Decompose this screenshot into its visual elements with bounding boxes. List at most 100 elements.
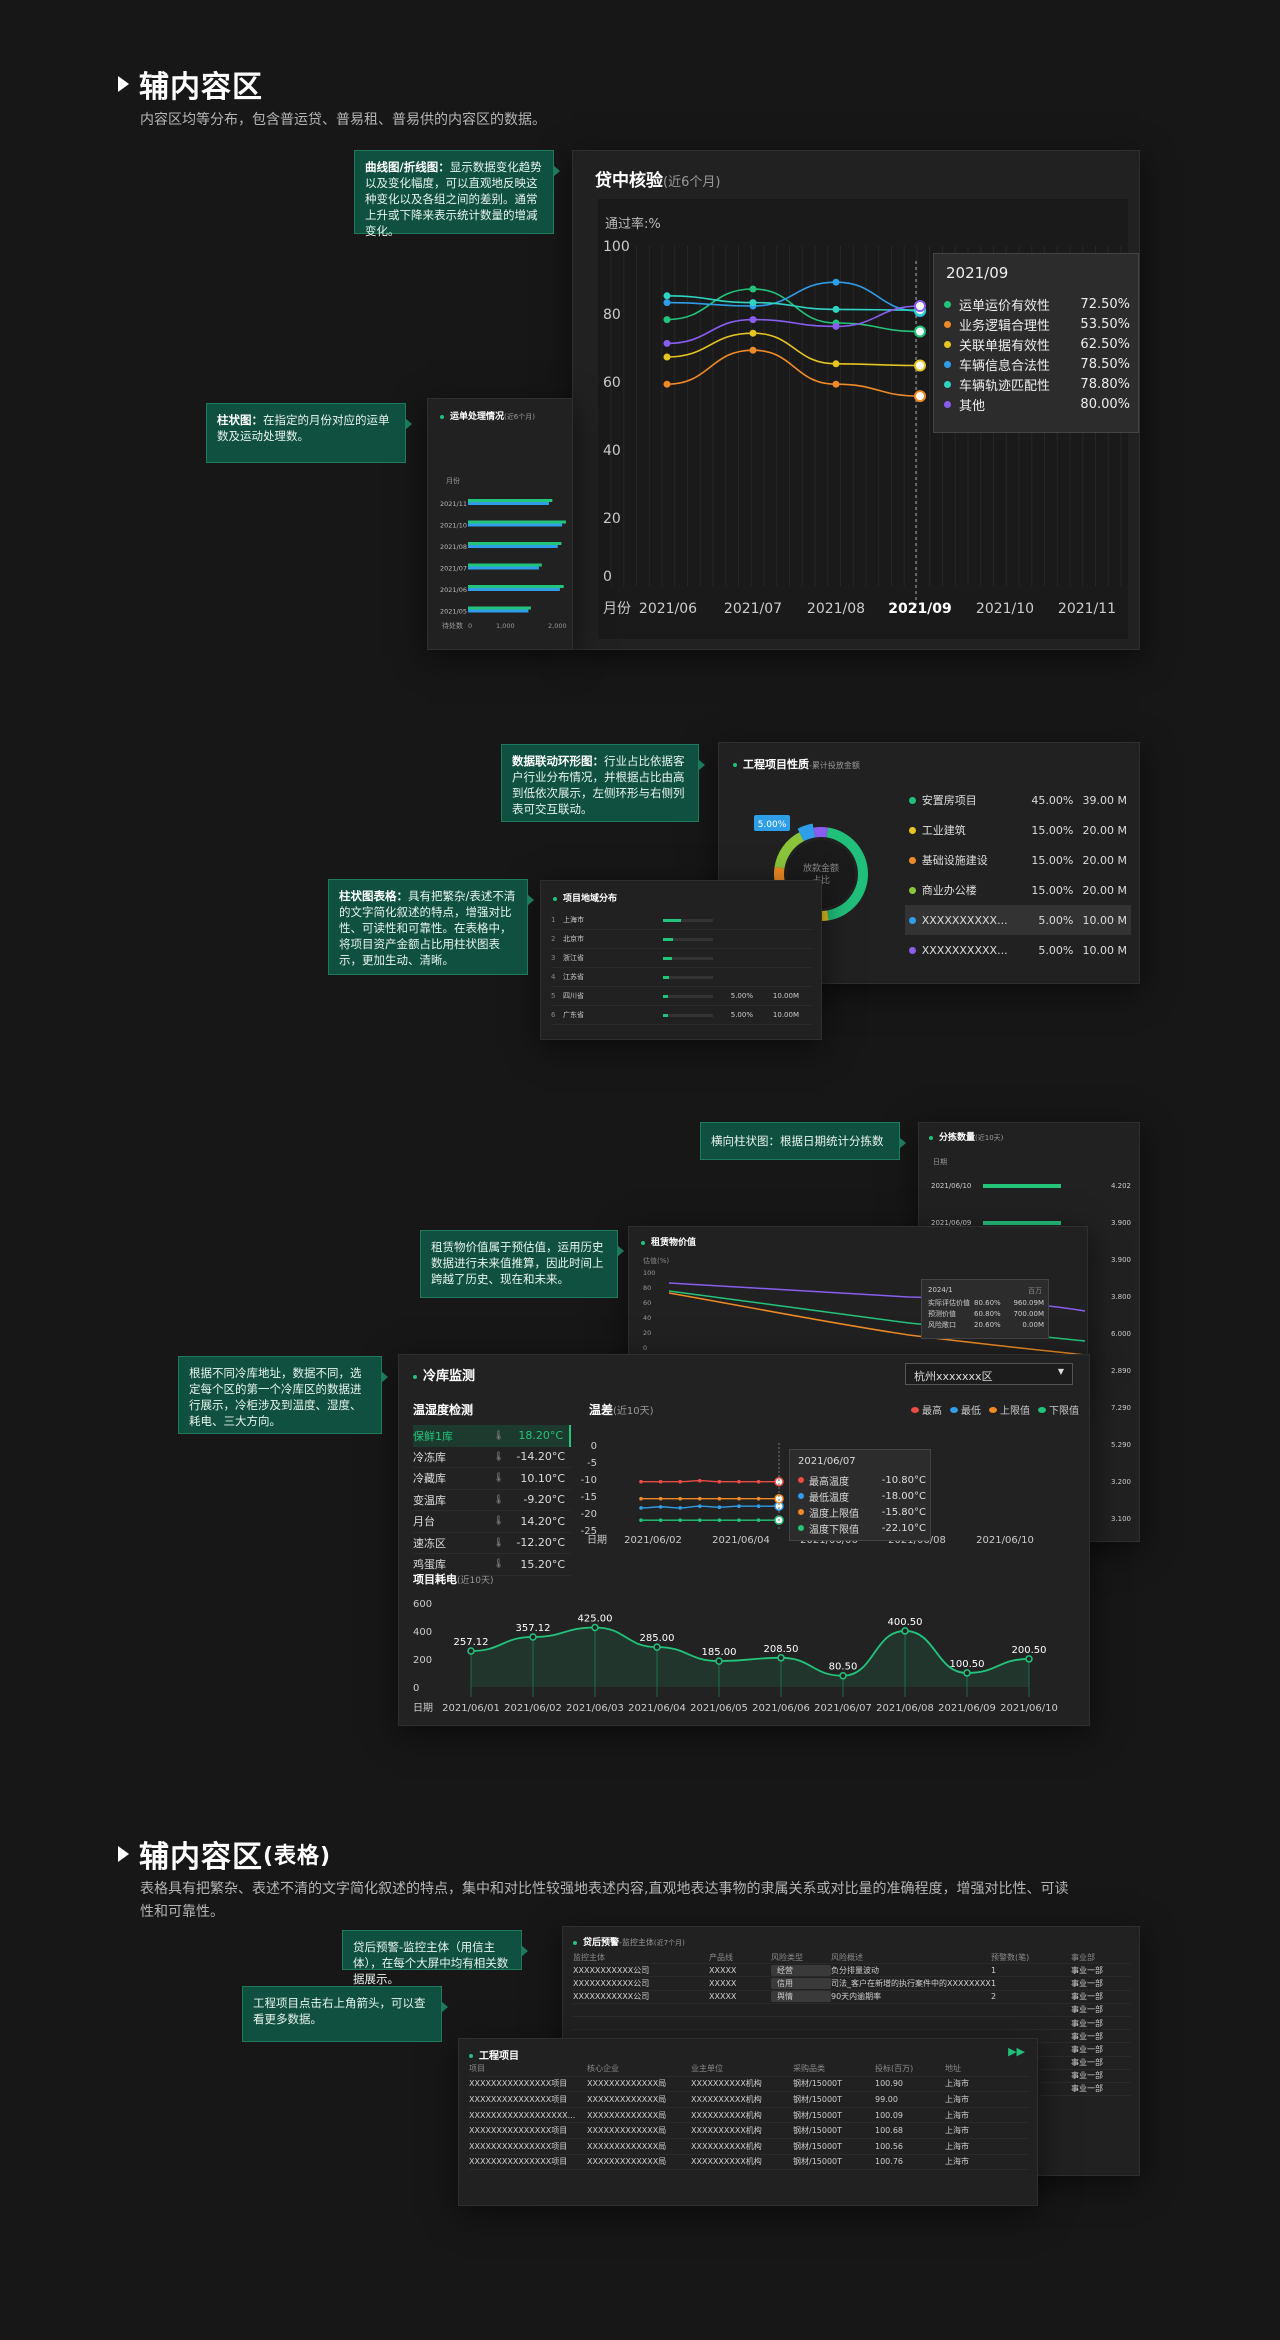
x-tick-label: 2021/06/08 [876,1703,934,1714]
card-title: 分拣数量(近10天) [929,1130,1003,1143]
legend-item: 上限值 [989,1402,1030,1417]
tooltip-name: 运单运价有效性 [959,298,1051,314]
donut-legend-row[interactable]: 基础设施建设 15.00% 20.00 M [905,845,1131,875]
room-row[interactable]: 冷冻库 🌡 -14.20°C [413,1447,571,1468]
series-line [640,1505,779,1509]
title-dot-icon [469,2054,473,2058]
legend-percent: 15.00% [1031,823,1074,837]
triangle-icon [118,1846,129,1862]
data-point [749,329,757,337]
svg-text:待处数: 待处数 [442,621,463,630]
table-cell: XXXXXXXXXXXXXXX项目 [469,2141,568,2151]
region-amount: 10.00M [772,1011,799,1019]
x-tick-label: 2021/06/09 [938,1703,996,1714]
legend-percent: 5.00% [1038,913,1074,927]
y-axis-unit: 通过率:% [605,216,661,232]
room-name: 冷冻库 [413,1450,446,1464]
table-cell: XXXXXXXXXX机构 [691,2126,762,2136]
table-row: XXXXXXXXXXXXXXX项目 XXXXXXXXXXXXX局 XXXXXXXXX… [469,2155,1029,2171]
column-header: 风险概述 [831,1952,863,1962]
room-row[interactable]: 变温库 🌡 -9.20°C [413,1490,571,1511]
room-row[interactable]: 月台 🌡 14.20°C [413,1511,571,1533]
data-label: 257.12 [454,1637,489,1648]
y-tick-label: 60 [643,1299,651,1307]
sort-row: 3.800 [931,1278,1131,1315]
y-tick-label: 600 [413,1599,432,1610]
card-title: 租赁物价值 [641,1235,696,1248]
legend-item: 下限值 [1038,1402,1079,1417]
data-point [678,1479,682,1484]
card-title: 贷中核验(近6个月) [595,171,721,191]
svg-text:估值(%): 估值(%) [643,1256,669,1265]
data-point [914,390,926,403]
more-arrow-icon[interactable]: ▶▶ [1008,2045,1025,2058]
tip-name: 温度上限值 [809,1508,859,1520]
table-header: 监控主体 产品线 风险类型 风险概述 预警数(笔) 事业部 [573,1951,1131,1965]
section-description: 表格具有把繁杂、表述不清的文字简化叙述的特点，集中和对比性较强地表述内容,直观地… [140,1881,1069,1920]
region-index: 4 [551,973,556,981]
y-tick-label: 400 [413,1627,432,1638]
region-index: 6 [551,1011,556,1019]
y-tick-label: 2021/05 [440,608,467,616]
data-point [678,1506,682,1510]
tooltip-name: 关联单据有效性 [959,338,1051,354]
room-name: 速冻区 [413,1536,446,1550]
legend-dot-icon [798,1525,804,1531]
table-cell: 经营 [771,1964,831,1976]
bar-mark [468,545,558,548]
tooltip-name: 其他 [959,398,986,414]
card-title: 运单处理情况(近6个月) [440,409,535,422]
tip-amount: 960.09M [1013,1298,1044,1307]
y-tick-label: 0 [643,1344,647,1352]
sort-value: 7.290 [1110,1403,1131,1412]
table-cell: 上海市 [945,2079,969,2089]
legend-dot-icon [944,400,951,408]
data-point [914,300,926,312]
table-cell: 上海市 [945,2094,969,2104]
tip-value: -22.10°C [881,1522,926,1534]
x-tick-label: 0 [468,622,472,630]
donut-legend-row[interactable]: XXXXXXXXXX... 5.00% 10.00 M [905,935,1131,965]
x-tick-label: 2021/06/06 [752,1703,810,1714]
legend-name: 工业建筑 [921,824,966,837]
bar-mark [468,609,529,613]
room-row[interactable]: 鸡蛋库 🌡 15.20°C [413,1554,571,1576]
thermometer-icon: 🌡 [493,1537,505,1548]
donut-legend-row[interactable]: 工业建筑 15.00% 20.00 M [905,815,1131,845]
room-name: 月台 [413,1515,435,1529]
room-row[interactable]: 冷藏库 🌡 10.10°C [413,1468,571,1490]
table-cell: 负分排量波动 [831,1965,879,1975]
legend-dot-icon [909,796,916,804]
bar-mark [468,520,566,524]
legend-label: 最低 [961,1406,981,1417]
donut-slice [813,827,829,838]
thermometer-icon: 🌡 [493,1516,505,1527]
x-tick-label: 2021/06/02 [504,1703,562,1714]
donut-legend-row[interactable]: 安置房项目 45.00% 39.00 M [905,785,1131,815]
donut-legend-row[interactable]: 商业办公楼 15.00% 20.00 M [905,875,1131,905]
chevron-down-icon: ▼ [1057,1367,1064,1376]
data-point [737,1504,741,1508]
table-cell: 司法_客户在新增的执行案件中的XXXXXXXX [831,1978,991,1988]
data-point [749,346,757,354]
data-point [698,1496,702,1501]
room-row[interactable]: 速冻区 🌡 -12.20°C [413,1533,571,1554]
area-select[interactable]: 杭州xxxxxxx区 ▼ [905,1363,1073,1385]
legend-dot-icon [798,1493,804,1499]
room-row[interactable]: 保鲜1库 🌡 18.20°C [413,1425,571,1447]
column-header: 核心企业 [587,2063,619,2073]
donut-legend-row[interactable]: XXXXXXXXXX... 5.00% 10.00 M [905,905,1131,935]
region-row: 4 江苏省 [551,968,813,987]
x-axis-name: 日期 [587,1534,607,1546]
note-bar-table: 柱状图表格：具有把繁杂/表述不清的文字简化叙述的特点，增强对比性、可读性和可靠性… [328,879,534,975]
series-line [666,295,921,311]
room-temp: -9.20°C [523,1493,565,1507]
legend-percent: 15.00% [1031,853,1074,867]
y-tick-label: -20 [581,1509,597,1520]
tip-name: 风险敞口 [928,1320,956,1329]
data-label: 285.00 [640,1633,675,1644]
data-point [653,1643,661,1651]
tip-name: 最高温度 [809,1476,849,1488]
power-chart: 600 400 200 0 日期 2021/06/01 2021/06/02 2021/06/… [413,1599,1058,1714]
tip-row: 温度上限值 -15.80°C [798,1504,926,1520]
